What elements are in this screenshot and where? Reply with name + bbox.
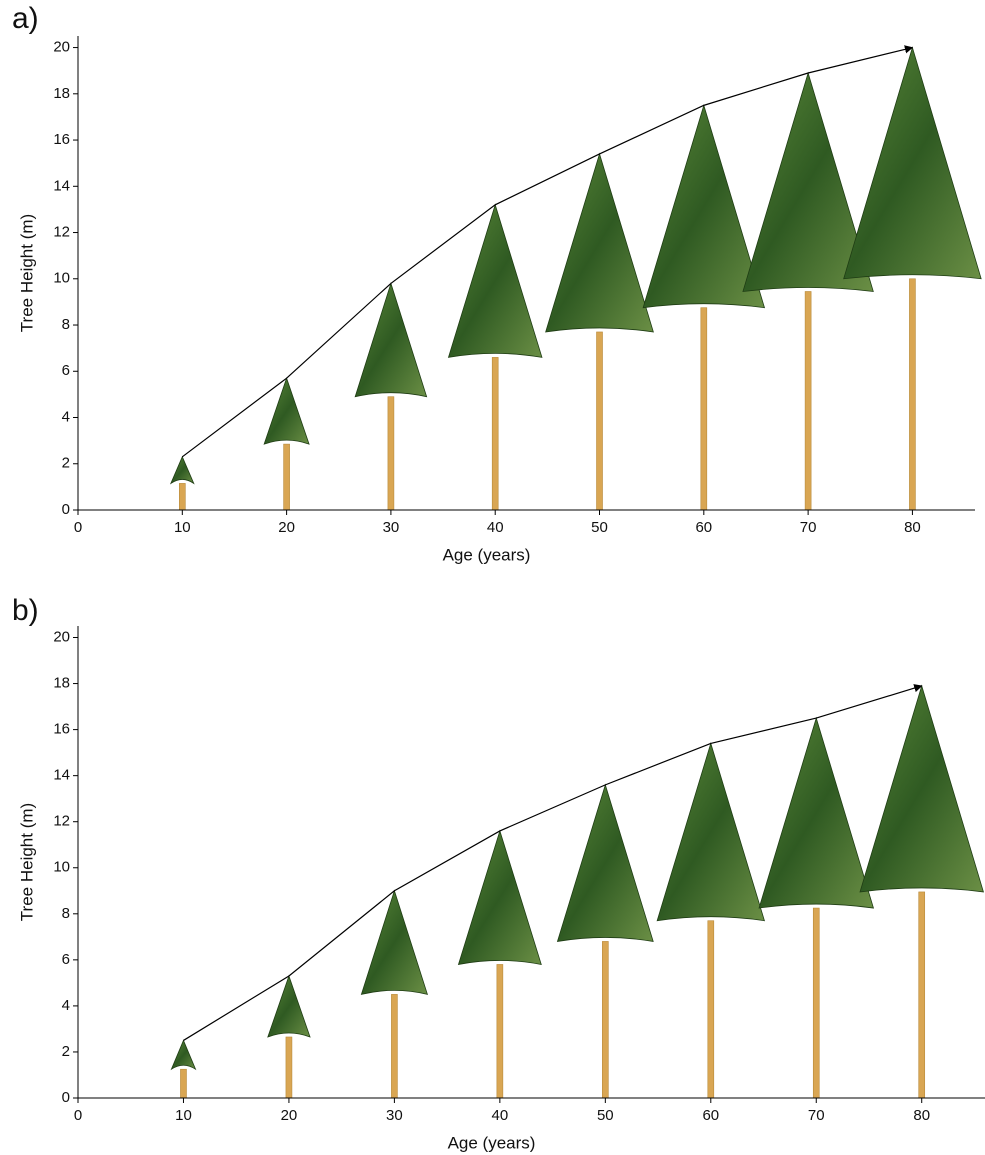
y-tick-label: 16 — [53, 721, 70, 738]
trunk — [804, 291, 812, 511]
trunk — [387, 396, 395, 511]
crown — [843, 46, 982, 280]
trunk — [179, 483, 186, 511]
tree — [843, 46, 982, 511]
y-tick-label: 2 — [62, 1043, 70, 1060]
trunk — [596, 331, 603, 511]
y-tick-label: 4 — [62, 408, 70, 425]
x-tick-label: 40 — [492, 1107, 509, 1124]
trunk — [491, 357, 499, 511]
x-tick-label: 20 — [281, 1107, 298, 1124]
crown — [758, 716, 875, 909]
trunk — [602, 941, 609, 1099]
y-tick-label: 20 — [53, 39, 70, 56]
x-tick-label: 70 — [808, 1107, 825, 1124]
crown — [642, 103, 766, 309]
y-tick-label: 8 — [62, 316, 70, 333]
tree — [267, 974, 311, 1099]
crown — [354, 282, 428, 398]
crown — [656, 742, 765, 922]
trunk — [496, 964, 504, 1099]
y-tick-label: 0 — [62, 1089, 70, 1106]
y-axis-title: Tree Height (m) — [17, 214, 36, 332]
crown — [263, 376, 310, 445]
x-tick-label: 60 — [702, 1107, 719, 1124]
y-tick-label: 12 — [53, 224, 70, 241]
y-tick-label: 10 — [53, 270, 70, 287]
trunk — [285, 1036, 293, 1099]
tree — [169, 455, 195, 511]
x-tick-label: 0 — [74, 1107, 82, 1124]
x-tick-label: 0 — [74, 519, 82, 536]
trunk — [918, 891, 926, 1099]
panel: a) 0 2 4 6 8 10 12 14 16 18 20 0 10 20 30 40 50 60 70 80 Age … — [12, 2, 982, 564]
trunk — [707, 920, 715, 1099]
trunk — [391, 994, 398, 1099]
panel-label: b) — [12, 594, 39, 627]
y-tick-label: 18 — [53, 675, 70, 692]
tree — [642, 103, 766, 511]
y-tick-label: 6 — [62, 951, 70, 968]
panel-label: a) — [12, 2, 39, 35]
crown — [859, 684, 984, 893]
trunk — [812, 907, 820, 1099]
x-tick-label: 40 — [487, 519, 504, 536]
x-tick-label: 10 — [175, 1107, 192, 1124]
crown — [267, 974, 311, 1038]
x-tick-label: 60 — [695, 519, 712, 536]
panel: b) 0 2 4 6 8 10 12 14 16 18 20 0 10 20 30 40 50 60 70 80 Age … — [12, 594, 985, 1152]
y-tick-label: 20 — [53, 628, 70, 645]
height-line — [181, 45, 914, 458]
x-tick-label: 50 — [597, 1107, 614, 1124]
y-tick-label: 14 — [53, 767, 70, 784]
x-axis-title: Age (years) — [448, 1133, 536, 1152]
y-tick-label: 16 — [53, 131, 70, 148]
tree — [656, 742, 765, 1099]
trunk — [909, 278, 916, 511]
x-tick-label: 20 — [278, 519, 295, 536]
tree — [457, 829, 542, 1099]
crown — [169, 455, 195, 485]
trunk — [180, 1068, 187, 1099]
tree — [859, 684, 984, 1099]
x-tick-label: 50 — [591, 519, 608, 536]
trunk — [700, 307, 708, 511]
x-tick-label: 30 — [386, 1107, 403, 1124]
tree — [545, 152, 654, 511]
y-tick-label: 4 — [62, 997, 70, 1014]
x-tick-label: 10 — [174, 519, 191, 536]
tree — [447, 203, 543, 511]
crown — [545, 152, 654, 333]
tree — [354, 282, 428, 511]
x-tick-label: 30 — [383, 519, 400, 536]
y-axis-title: Tree Height (m) — [17, 803, 36, 921]
crown — [457, 829, 542, 965]
height-line — [183, 684, 923, 1041]
x-tick-label: 80 — [913, 1107, 930, 1124]
crown — [556, 783, 654, 942]
y-tick-label: 10 — [53, 859, 70, 876]
tree — [263, 376, 310, 511]
x-tick-label: 70 — [800, 519, 817, 536]
y-tick-label: 6 — [62, 362, 70, 379]
tree — [556, 783, 654, 1099]
tree — [758, 716, 875, 1099]
y-tick-label: 18 — [53, 85, 70, 102]
y-tick-label: 8 — [62, 905, 70, 922]
crown — [360, 889, 429, 995]
y-tick-label: 0 — [62, 501, 70, 518]
tree — [360, 889, 429, 1099]
crown — [742, 71, 874, 292]
y-tick-label: 14 — [53, 177, 70, 194]
y-tick-label: 12 — [53, 813, 70, 830]
tree — [170, 1039, 197, 1099]
x-axis-title: Age (years) — [443, 545, 531, 564]
tree — [742, 71, 874, 511]
crown — [447, 203, 543, 358]
y-tick-label: 2 — [62, 455, 70, 472]
x-tick-label: 80 — [904, 519, 921, 536]
trunk — [283, 443, 290, 511]
crown — [170, 1039, 197, 1071]
